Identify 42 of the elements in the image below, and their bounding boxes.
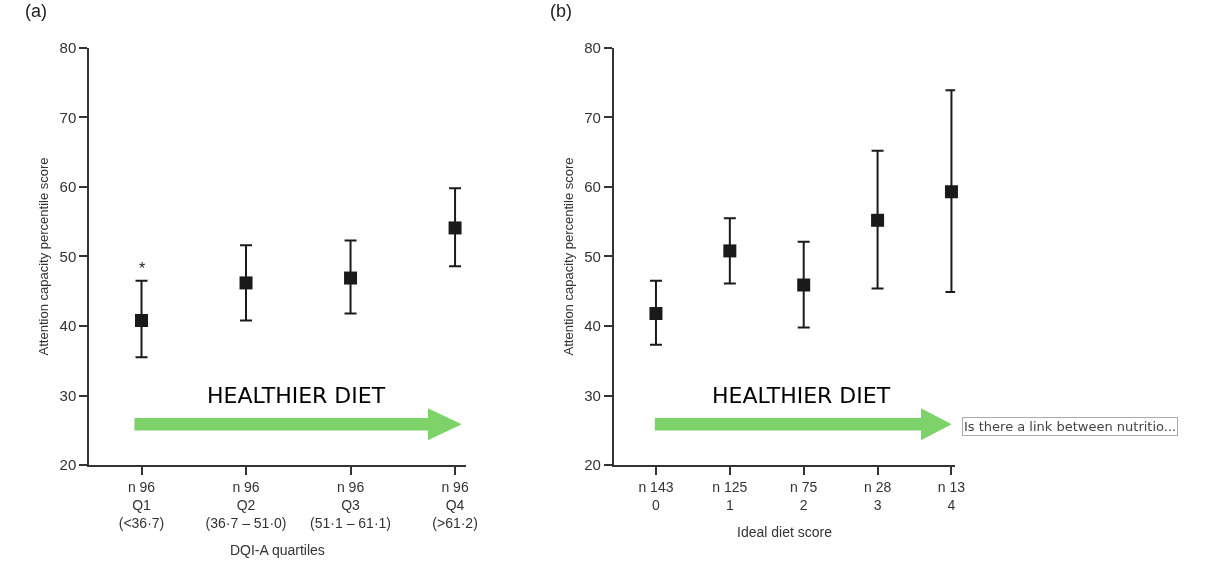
y-tick-label: 20: [59, 456, 77, 474]
x-tick-label: n 96 Q3 (51·1 – 61·1): [310, 479, 392, 532]
x-tick-label: n 125 1: [712, 479, 748, 514]
y-tick-label: 30: [59, 386, 77, 404]
y-tick-label: 50: [584, 247, 601, 265]
x-tick-label: n 96 Q1 (<36·7): [118, 479, 165, 532]
x-axis-title: DQI-A quartiles: [229, 542, 325, 559]
point: [797, 278, 811, 292]
y-tick-label: 40: [584, 317, 601, 335]
point: [135, 313, 148, 327]
x-tick-label: n 13 4: [937, 479, 966, 514]
point: [944, 185, 958, 199]
annotation: *: [139, 260, 146, 277]
x-tick-label: n 75 2: [790, 479, 818, 514]
point: [239, 276, 253, 290]
annotation: HEALTHIER DIET: [207, 383, 386, 408]
chart-title: (b): [550, 1, 572, 21]
point: [723, 244, 737, 258]
y-tick-label: 20: [584, 456, 601, 474]
x-tick-label: n 96 Q2 (36·7 – 51·0): [205, 479, 287, 532]
y-axis-title: Attention capacity percentile score: [36, 157, 52, 356]
x-tick-label: n 96 Q4 (>61·2): [432, 479, 478, 532]
y-tick-label: 80: [59, 38, 77, 56]
x-tick-label: n 143 0: [638, 479, 674, 514]
y-tick-label: 70: [584, 108, 601, 126]
x-tick-label: n 28 3: [863, 479, 892, 514]
y-tick-label: 40: [59, 317, 77, 335]
y-tick-label: 60: [59, 178, 77, 196]
point: [871, 213, 885, 227]
y-tick-label: 50: [59, 247, 77, 265]
y-axis-title: Attention capacity percentile score: [560, 157, 576, 356]
y-tick-label: 30: [584, 386, 601, 404]
point: [344, 271, 358, 285]
x-axis-title: Ideal diet score: [737, 524, 833, 541]
annotation: HEALTHIER DIET: [712, 383, 891, 408]
point: [649, 307, 663, 321]
point: [448, 221, 462, 235]
y-tick-label: 80: [584, 38, 601, 56]
text: Is there a link between nutritio...: [964, 419, 1177, 434]
chart-title: (a): [25, 1, 47, 21]
y-tick-label: 70: [59, 108, 77, 126]
y-tick-label: 60: [584, 178, 601, 196]
